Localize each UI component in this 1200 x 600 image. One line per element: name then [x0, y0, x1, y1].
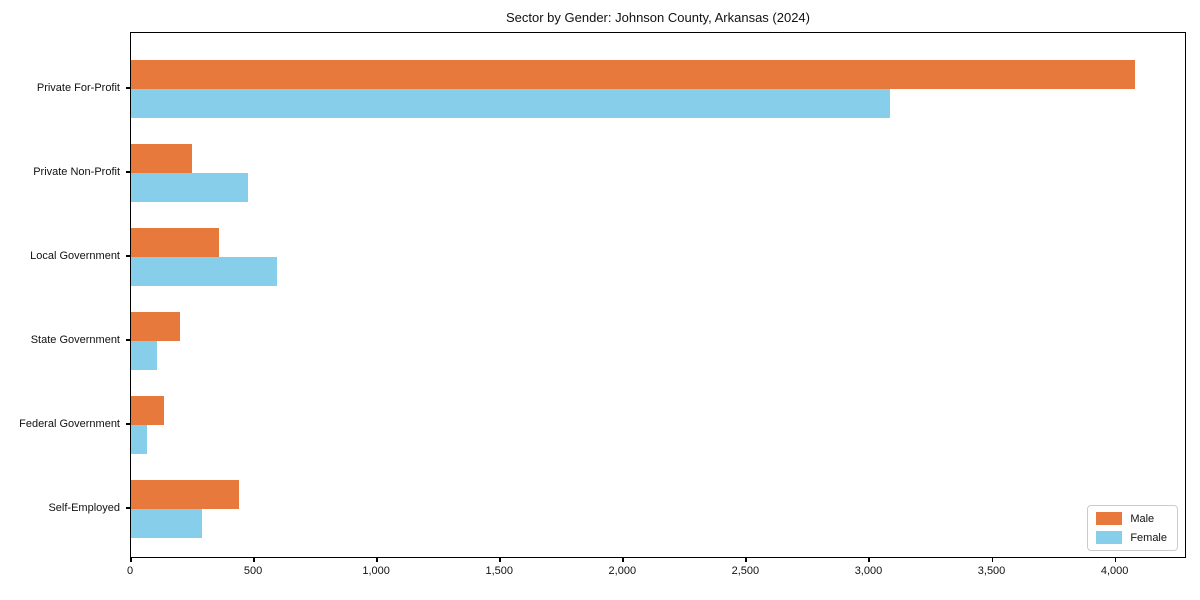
- chart-title: Sector by Gender: Johnson County, Arkans…: [506, 10, 810, 25]
- bar-female-1: [131, 173, 248, 202]
- legend: Male Female: [1087, 505, 1178, 551]
- bar-male-4: [131, 396, 165, 425]
- ytick-label: State Government: [30, 334, 120, 346]
- legend-item-male: Male: [1096, 512, 1167, 525]
- ytick-label: Local Government: [30, 250, 120, 262]
- bar-female-0: [131, 89, 891, 118]
- legend-label: Female: [1130, 531, 1167, 544]
- bar-male-1: [131, 144, 193, 173]
- ytick-label: Private Non-Profit: [33, 166, 120, 178]
- xtick-mark: [868, 558, 870, 562]
- bar-male-3: [131, 312, 181, 341]
- xtick-mark: [253, 558, 255, 562]
- xtick-mark: [499, 558, 501, 562]
- legend-label: Male: [1130, 512, 1155, 525]
- bar-male-2: [131, 228, 220, 257]
- bar-male-0: [131, 60, 1135, 89]
- xtick-label: 3,500: [977, 565, 1006, 577]
- bar-female-2: [131, 257, 278, 286]
- xtick-label: 4,000: [1100, 565, 1129, 577]
- xtick-mark: [376, 558, 378, 562]
- xtick-label: 500: [243, 565, 263, 577]
- legend-swatch-male: [1096, 512, 1123, 525]
- legend-item-female: Female: [1096, 531, 1167, 544]
- xtick-mark: [991, 558, 994, 562]
- xtick-label: 3,000: [854, 565, 883, 577]
- ytick-mark: [126, 87, 130, 89]
- ytick-mark: [126, 339, 130, 341]
- ytick-mark: [126, 507, 130, 509]
- bar-female-5: [131, 509, 203, 538]
- bar-male-5: [131, 480, 240, 509]
- ytick-mark: [126, 255, 130, 257]
- ytick-mark: [126, 171, 130, 173]
- xtick-label: 2,000: [608, 565, 637, 577]
- xtick-label: 1,000: [362, 565, 390, 577]
- xtick-label: 2,500: [731, 565, 760, 577]
- xtick-mark: [130, 558, 132, 562]
- xtick-label: 0: [126, 565, 134, 577]
- ytick-mark: [126, 423, 130, 425]
- xtick-label: 1,500: [485, 565, 513, 577]
- xtick-mark: [1114, 558, 1117, 562]
- xtick-mark: [745, 558, 747, 562]
- ytick-label: Private For-Profit: [36, 82, 120, 94]
- plot-area: Male Female: [130, 32, 1186, 558]
- bar-female-3: [131, 341, 157, 370]
- legend-swatch-female: [1096, 531, 1123, 544]
- ytick-label: Self-Employed: [48, 502, 120, 514]
- bar-female-4: [131, 425, 147, 454]
- xtick-mark: [622, 558, 624, 562]
- ytick-label: Federal Government: [19, 418, 120, 430]
